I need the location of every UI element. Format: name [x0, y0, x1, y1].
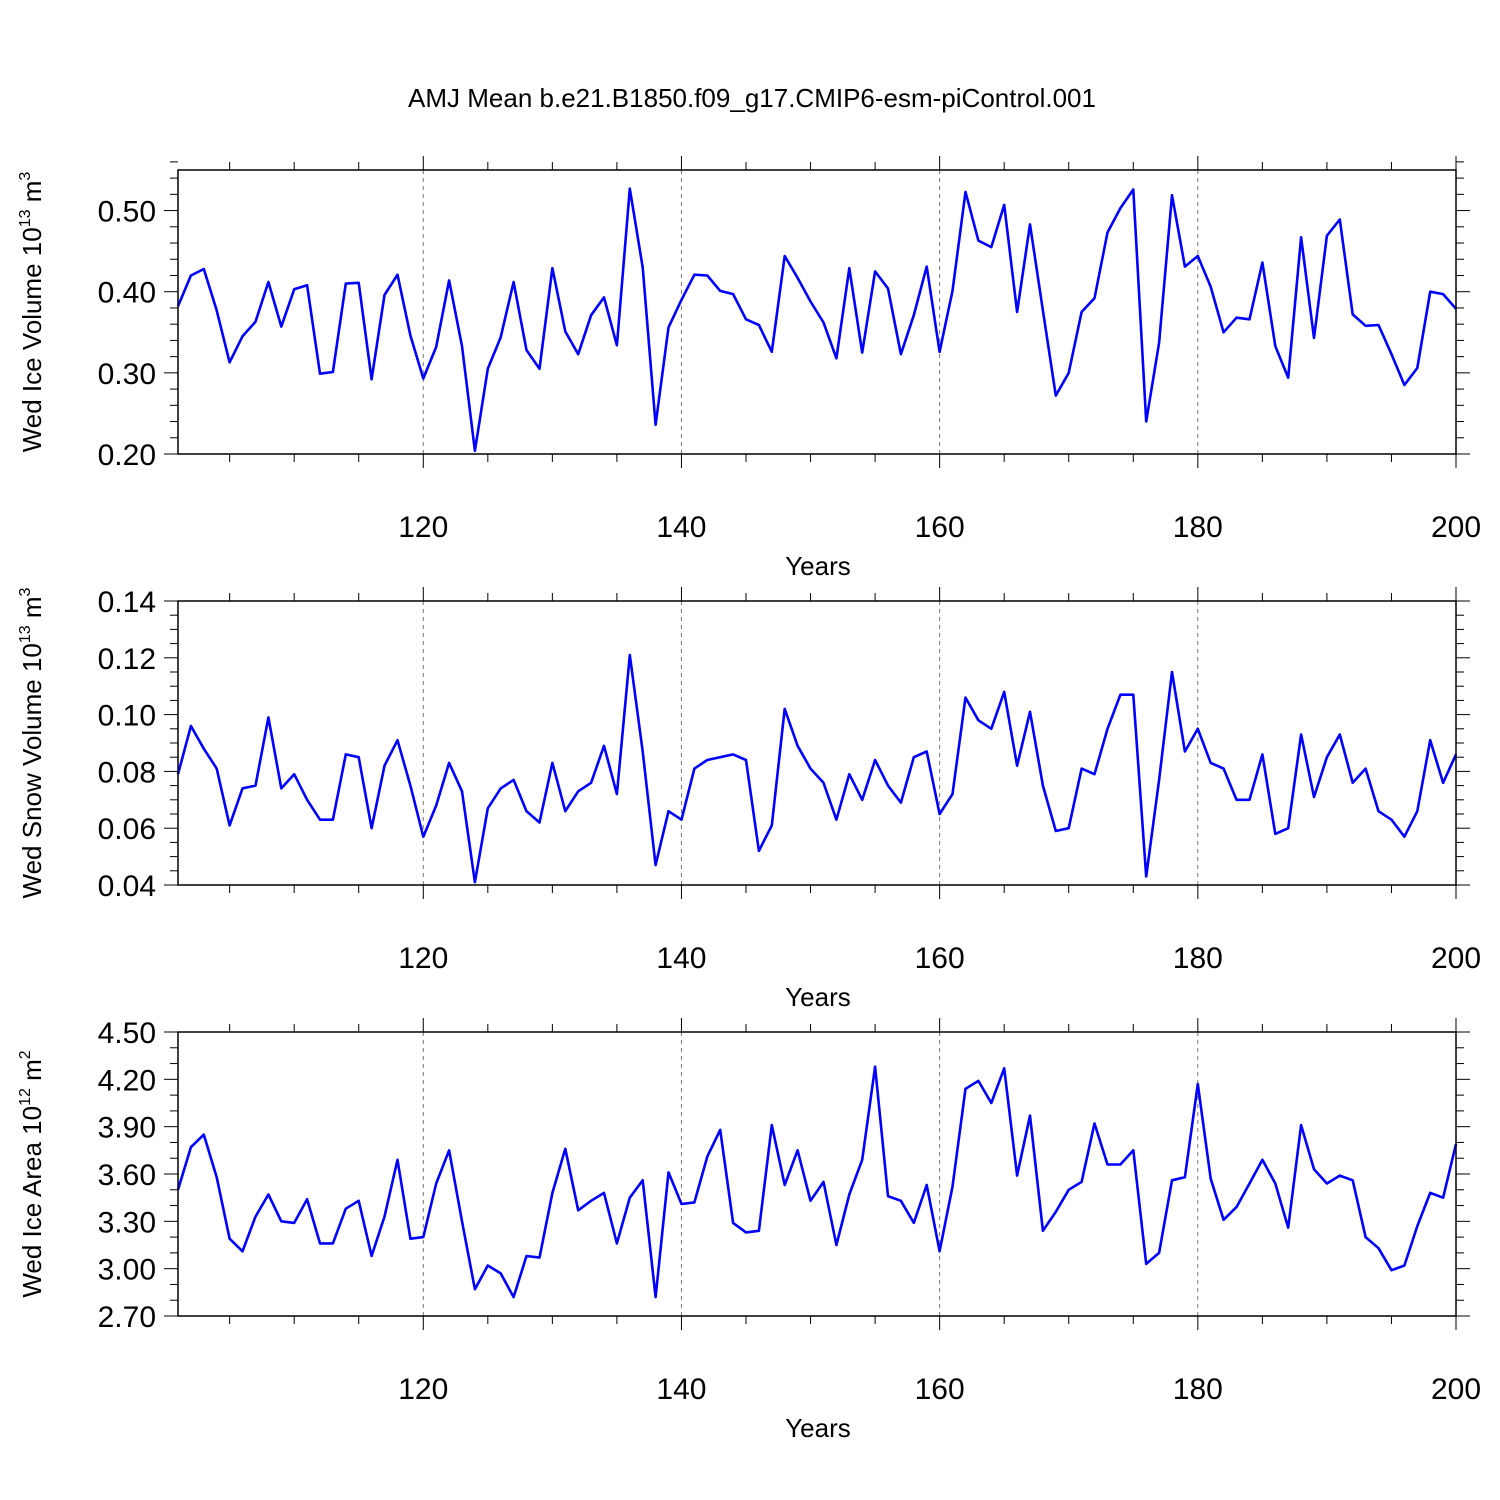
y-axis-label: Wed Ice Volume 1013 m3 [17, 172, 47, 453]
y-tick-label: 0.30 [98, 358, 156, 391]
x-tick-label: 120 [398, 1373, 448, 1406]
x-tick-label: 140 [656, 1373, 706, 1406]
y-tick-label: 0.10 [98, 700, 156, 733]
y-tick-label: 0.50 [98, 196, 156, 229]
x-tick-label: 140 [656, 942, 706, 975]
x-axis-label: Years [785, 982, 851, 1012]
y-tick-label: 4.50 [98, 1017, 156, 1050]
y-tick-label: 3.60 [98, 1159, 156, 1192]
data-series-line [176, 187, 1457, 453]
x-tick-label: 160 [915, 1373, 965, 1406]
data-series-line [176, 653, 1458, 884]
y-tick-label: 2.70 [98, 1301, 156, 1334]
y-tick-label: 4.20 [98, 1064, 156, 1097]
y-tick-label: 0.12 [98, 643, 156, 676]
x-tick-label: 120 [398, 942, 448, 975]
y-tick-label: 0.20 [98, 439, 156, 472]
x-tick-label: 140 [656, 511, 706, 544]
x-tick-label: 120 [398, 511, 448, 544]
panel-2: 120 140 160 180 200 0.04 0.06 0.08 0.10 0.12 0.14 Y… [17, 586, 1481, 1012]
data-series-line [176, 1065, 1458, 1299]
y-tick-label: 3.30 [98, 1206, 156, 1239]
y-tick-label: 0.14 [98, 586, 156, 619]
y-tick-label: 0.04 [98, 870, 156, 903]
y-tick-label: 3.90 [98, 1112, 156, 1145]
x-axis-label: Years [785, 1413, 851, 1443]
x-tick-label: 200 [1431, 511, 1481, 544]
x-tick-label: 200 [1431, 1373, 1481, 1406]
y-tick-label: 0.06 [98, 813, 156, 846]
y-axis-label: Wed Ice Area 1012 m2 [17, 1050, 47, 1297]
panel-3: 120 140 160 180 200 2.70 3.00 3.30 3.60 3.90 4.20 4… [17, 1017, 1481, 1443]
figure-title: AMJ Mean b.e21.B1850.f09_g17.CMIP6-esm-p… [408, 83, 1096, 113]
tick-marks [164, 156, 1470, 468]
x-axis-label: Years [785, 551, 851, 581]
panel-1: 120 140 160 180 200 0.20 0.30 0.40 0.50 Years Wed … [17, 156, 1481, 581]
y-tick-label: 0.40 [98, 277, 156, 310]
x-tick-label: 180 [1173, 511, 1223, 544]
x-tick-label: 200 [1431, 942, 1481, 975]
x-tick-label: 160 [915, 511, 965, 544]
y-tick-label: 0.08 [98, 756, 156, 789]
x-tick-label: 180 [1173, 942, 1223, 975]
tick-marks [164, 1018, 1470, 1330]
x-tick-label: 160 [915, 942, 965, 975]
y-tick-label: 3.00 [98, 1254, 156, 1287]
tick-marks [164, 587, 1470, 899]
panels: 120 140 160 180 200 0.20 0.30 0.40 0.50 Years Wed … [17, 156, 1481, 1443]
y-axis-label: Wed Snow Volume 1013 m3 [17, 587, 47, 898]
plot-frame [177, 169, 1457, 455]
x-tick-label: 180 [1173, 1373, 1223, 1406]
